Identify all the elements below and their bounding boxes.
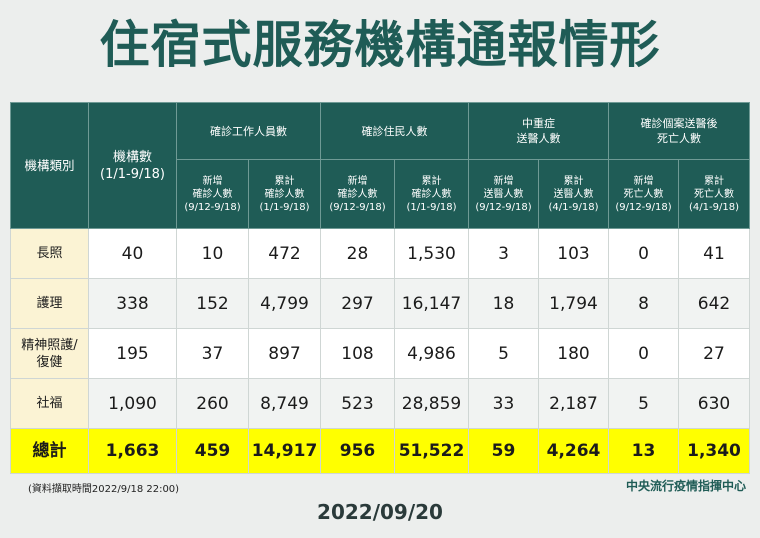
table-cell: 13	[608, 428, 679, 474]
table-row: 護理 338 152 4,799 297 16,147 18 1,794 8 6…	[10, 278, 750, 329]
header-res-total: 累計 確診人數 (1/1-9/18)	[394, 159, 469, 229]
table-cell: 59	[468, 428, 539, 474]
header-residents: 確診住民人數	[320, 102, 469, 160]
header-severe: 中重症 送醫人數	[468, 102, 609, 160]
table-cell: 16,147	[394, 278, 469, 329]
header-institutions: 機構數 (1/1-9/18)	[88, 102, 177, 229]
table-cell: 1,663	[88, 428, 177, 474]
table-cell: 33	[468, 378, 539, 429]
table-cell: 1,340	[678, 428, 750, 474]
row-label: 長照	[10, 228, 89, 279]
table-cell: 4,799	[248, 278, 321, 329]
table-cell: 51,522	[394, 428, 469, 474]
header-staff: 確診工作人員數	[176, 102, 321, 160]
table-cell: 297	[320, 278, 395, 329]
report-table: 機構類別 機構數 (1/1-9/18) 確診工作人員數 確診住民人數 中重症 送…	[10, 102, 750, 474]
total-row: 總計 1,663 459 14,917 956 51,522 59 4,264 …	[10, 428, 750, 474]
data-timestamp-note: (資料擷取時間2022/9/18 22:00)	[28, 484, 180, 495]
agency-name: 中央流行疫情指揮中心	[625, 479, 746, 493]
publish-date: 2022/09/20	[317, 500, 443, 524]
table-cell: 5	[468, 328, 539, 379]
table-cell: 642	[678, 278, 750, 329]
table-cell: 459	[176, 428, 249, 474]
table-cell: 5	[608, 378, 679, 429]
table-cell: 1,794	[538, 278, 609, 329]
table-cell: 180	[538, 328, 609, 379]
table-cell: 152	[176, 278, 249, 329]
table-cell: 18	[468, 278, 539, 329]
table-cell: 472	[248, 228, 321, 279]
table-cell: 523	[320, 378, 395, 429]
header-category: 機構類別	[10, 102, 89, 229]
table-cell: 108	[320, 328, 395, 379]
table-cell: 2,187	[538, 378, 609, 429]
table-cell: 195	[88, 328, 177, 379]
table-cell: 27	[678, 328, 750, 379]
table-cell: 3	[468, 228, 539, 279]
table-cell: 14,917	[248, 428, 321, 474]
page-title: 住宿式服務機構通報情形	[99, 16, 661, 74]
header-sev-total: 累計 送醫人數 (4/1-9/18)	[538, 159, 609, 229]
table-cell: 4,986	[394, 328, 469, 379]
row-label: 社福	[10, 378, 89, 429]
table-cell: 1,090	[88, 378, 177, 429]
table-row: 社福 1,090 260 8,749 523 28,859 33 2,187 5…	[10, 378, 750, 429]
table-cell: 41	[678, 228, 750, 279]
header-death-new: 新增 死亡人數 (9/12-9/18)	[608, 159, 679, 229]
row-label: 護理	[10, 278, 89, 329]
table-cell: 338	[88, 278, 177, 329]
header-staff-total: 累計 確診人數 (1/1-9/18)	[248, 159, 321, 229]
table-cell: 28	[320, 228, 395, 279]
table-cell: 103	[538, 228, 609, 279]
header-staff-new: 新增 確診人數 (9/12-9/18)	[176, 159, 249, 229]
header-death-total: 累計 死亡人數 (4/1-9/18)	[678, 159, 750, 229]
table-cell: 630	[678, 378, 750, 429]
table-cell: 260	[176, 378, 249, 429]
header-deaths: 確診個案送醫後 死亡人數	[608, 102, 750, 160]
header-sev-new: 新增 送醫人數 (9/12-9/18)	[468, 159, 539, 229]
row-label: 精神照護/ 復健	[10, 328, 89, 379]
table-cell: 1,530	[394, 228, 469, 279]
table-cell: 10	[176, 228, 249, 279]
table-row: 精神照護/ 復健 195 37 897 108 4,986 5 180 0 27	[10, 328, 750, 379]
table-cell: 40	[88, 228, 177, 279]
table-cell: 4,264	[538, 428, 609, 474]
table-cell: 28,859	[394, 378, 469, 429]
table-cell: 8	[608, 278, 679, 329]
table-cell: 37	[176, 328, 249, 379]
table-cell: 956	[320, 428, 395, 474]
table-cell: 0	[608, 228, 679, 279]
table-row: 長照 40 10 472 28 1,530 3 103 0 41	[10, 228, 750, 279]
table-cell: 8,749	[248, 378, 321, 429]
table-cell: 897	[248, 328, 321, 379]
table-cell: 0	[608, 328, 679, 379]
header-res-new: 新增 確診人數 (9/12-9/18)	[320, 159, 395, 229]
row-label: 總計	[10, 428, 89, 474]
